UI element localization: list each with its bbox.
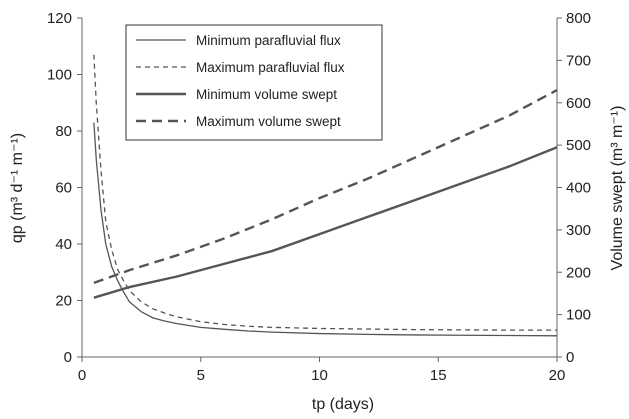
y-right-tick-label: 600 [566,95,591,112]
y-right-tick-label: 800 [566,10,591,27]
y-right-tick-label: 100 [566,307,591,324]
x-tick-label: 10 [311,367,328,384]
series-line-4 [93,88,558,284]
legend-label: Minimum parafluvial flux [196,33,341,48]
series-layer [93,54,558,337]
series-line-2 [93,54,557,331]
y-axis-right-label: Volume swept (m³ m⁻¹) [609,106,626,271]
legend: Minimum parafluvial flux Maximum parafluv… [125,24,383,141]
y-right-tick-label: 200 [566,264,591,281]
legend-label: Maximum volume swept [196,114,341,129]
legend-label: Maximum parafluvial flux [196,60,345,75]
legend-box [125,24,383,141]
y-left-tick-label: 80 [55,123,72,140]
y-left-tick-label: 0 [64,349,72,366]
axes: 0 5 10 15 2002040608010012001002003004005006… [47,10,591,384]
x-axis-label: tp (days) [312,396,374,413]
y-left-tick-label: 20 [55,293,72,310]
y-left-tick-label: 120 [47,10,72,27]
series-line-3 [93,146,558,299]
y-right-tick-label: 400 [566,180,591,197]
x-tick-label: 20 [549,367,566,384]
series-line-1 [93,122,558,337]
y-axis-left-label: qp (m³ d⁻¹ m⁻¹) [9,133,26,243]
y-right-tick-label: 700 [566,52,591,69]
y-right-tick-label: 0 [566,349,574,366]
legend-label: Minimum volume swept [196,87,337,102]
y-left-tick-label: 100 [47,67,72,84]
x-tick-label: 0 [78,367,86,384]
y-right-tick-label: 500 [566,137,591,154]
y-left-tick-label: 40 [55,236,72,253]
y-right-tick-label: 300 [566,222,591,239]
y-left-tick-label: 60 [55,180,72,197]
x-tick-label: 15 [430,367,447,384]
x-tick-label: 5 [197,367,205,384]
